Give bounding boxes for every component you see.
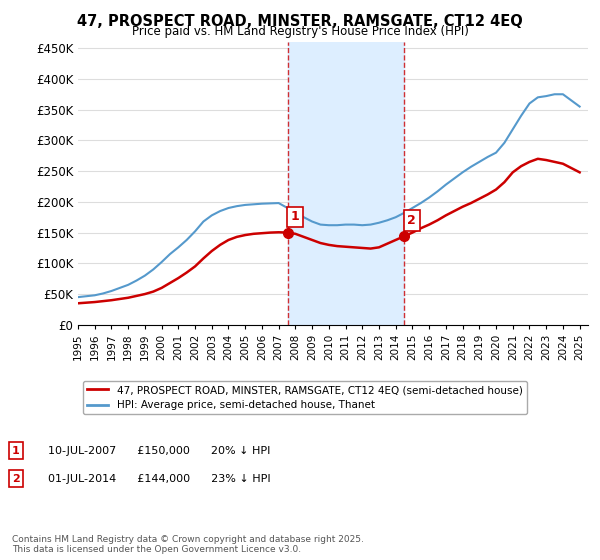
- Text: 47, PROSPECT ROAD, MINSTER, RAMSGATE, CT12 4EQ: 47, PROSPECT ROAD, MINSTER, RAMSGATE, CT…: [77, 14, 523, 29]
- Text: 2: 2: [12, 474, 20, 484]
- Text: 2: 2: [407, 214, 416, 227]
- Text: Contains HM Land Registry data © Crown copyright and database right 2025.
This d: Contains HM Land Registry data © Crown c…: [12, 535, 364, 554]
- Text: 1: 1: [12, 446, 20, 456]
- Bar: [287, 42, 404, 325]
- Text: 01-JUL-2014      £144,000      23% ↓ HPI: 01-JUL-2014 £144,000 23% ↓ HPI: [48, 474, 271, 484]
- Text: 10-JUL-2007      £150,000      20% ↓ HPI: 10-JUL-2007 £150,000 20% ↓ HPI: [48, 446, 271, 456]
- Legend: 47, PROSPECT ROAD, MINSTER, RAMSGATE, CT12 4EQ (semi-detached house), HPI: Avera: 47, PROSPECT ROAD, MINSTER, RAMSGATE, CT…: [83, 381, 527, 414]
- Text: Price paid vs. HM Land Registry's House Price Index (HPI): Price paid vs. HM Land Registry's House …: [131, 25, 469, 38]
- Text: 1: 1: [291, 211, 299, 223]
